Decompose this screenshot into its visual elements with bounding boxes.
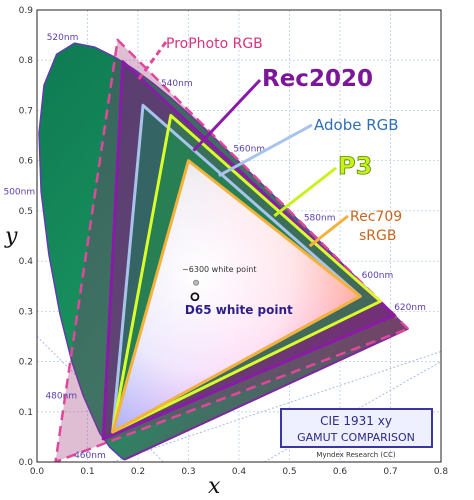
plot-frame <box>36 9 442 463</box>
callout-leader <box>192 78 262 152</box>
wavelength-label: 500nm <box>3 188 35 198</box>
callout-leader <box>218 123 313 178</box>
prophoto-label: ProPhoto RGB <box>166 36 263 52</box>
x-axis-label: x <box>208 474 221 499</box>
wavelength-label: 600nm <box>362 271 394 281</box>
p3-gamut-outline <box>111 114 382 434</box>
x-tick-label: 0.2 <box>131 467 145 477</box>
white-point-6300-label: ~6300 white point <box>182 265 256 274</box>
chart-credit: Myndex Research (CC) <box>316 451 395 459</box>
chart-title: CIE 1931 xy <box>320 414 392 428</box>
title-box <box>280 408 433 448</box>
chart-subtitle: GAMUT COMPARISON <box>297 431 415 444</box>
rec2020-gamut-outline <box>101 60 396 441</box>
guide-line <box>112 351 442 463</box>
y-tick-label: 0.4 <box>19 257 34 267</box>
y-tick-label: 0.9 <box>19 6 34 16</box>
callout-leader <box>273 166 337 218</box>
y-tick-label: 0.1 <box>19 408 33 418</box>
gamut-outlines <box>54 38 410 462</box>
rec709-label: Rec709 <box>350 209 402 225</box>
x-tick-label: 0.4 <box>232 467 247 477</box>
wavelength-label: 520nm <box>47 33 79 43</box>
adobe-rgb-label: Adobe RGB <box>314 116 399 134</box>
tick-labels: 0.0 0.1 0.2 0.3 0.4 0.5 0.6 0.7 0.8 0.0 0.1 0.2 0.3 0… <box>19 6 449 477</box>
y-tick-label: 0.6 <box>19 157 34 167</box>
white-point-d65-marker <box>190 292 200 302</box>
wavelength-label: 540nm <box>161 79 193 89</box>
y-tick-label: 0.2 <box>19 358 33 368</box>
x-tick-label: 0.1 <box>80 467 94 477</box>
line-of-purples <box>124 327 409 461</box>
wavelength-label: 460nm <box>74 451 106 461</box>
wavelength-label: 620nm <box>394 303 426 313</box>
white-point-6300-marker <box>193 279 200 286</box>
wavelength-label: 580nm <box>304 214 336 224</box>
y-tick-label: 0.3 <box>19 307 33 317</box>
x-tick-label: 0.0 <box>30 467 45 477</box>
callout-lines <box>136 41 349 248</box>
white-point-d65-label: D65 white point <box>185 303 293 317</box>
rec2020-label: Rec2020 <box>262 66 373 92</box>
rec709-srgb-gamut-outline <box>111 159 362 434</box>
y-axis-label: y <box>4 224 18 249</box>
x-tick-label: 0.5 <box>282 467 296 477</box>
x-tick-label: 0.7 <box>383 467 397 477</box>
wavelength-label: 560nm <box>233 144 265 154</box>
y-tick-label: 0.0 <box>19 458 34 468</box>
p3-label: P3 <box>338 152 372 180</box>
y-tick-label: 0.7 <box>19 106 33 116</box>
white-points: ~6300 white point D65 white point <box>182 265 293 317</box>
y-tick-label: 0.8 <box>19 56 34 66</box>
prophoto-rgb-gamut-outline <box>54 38 410 462</box>
callout-leader <box>308 214 349 248</box>
x-tick-label: 0.6 <box>333 467 348 477</box>
srgb-label: sRGB <box>359 228 396 244</box>
y-tick-label: 0.5 <box>19 207 33 217</box>
wavelength-labels: 460nm 480nm 500nm 520nm 540nm 560nm 580nm 600nm… <box>3 33 425 461</box>
x-tick-label: 0.3 <box>181 467 195 477</box>
x-tick-label: 0.8 <box>434 467 449 477</box>
wavelength-label: 480nm <box>45 391 77 401</box>
callout-leader <box>136 41 168 82</box>
